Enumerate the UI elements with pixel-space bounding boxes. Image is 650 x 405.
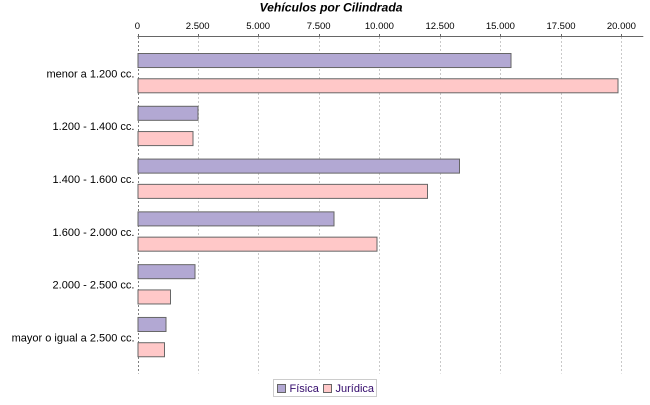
- svg-text:20.000: 20.000: [607, 21, 636, 32]
- svg-text:Jurídica: Jurídica: [336, 383, 375, 395]
- svg-text:1.200 - 1.400 cc.: 1.200 - 1.400 cc.: [53, 121, 135, 133]
- svg-text:1.400 - 1.600 cc.: 1.400 - 1.600 cc.: [53, 174, 135, 186]
- svg-text:Física: Física: [290, 383, 320, 395]
- svg-text:10.000: 10.000: [365, 21, 394, 32]
- svg-text:Vehículos por Cilindrada: Vehículos por Cilindrada: [259, 1, 402, 15]
- svg-text:7.500: 7.500: [307, 21, 331, 32]
- svg-text:17.500: 17.500: [546, 21, 575, 32]
- svg-text:mayor o igual a 2.500 cc.: mayor o igual a 2.500 cc.: [12, 332, 135, 344]
- svg-text:menor a 1.200 cc.: menor a 1.200 cc.: [46, 68, 134, 80]
- svg-text:2.500: 2.500: [186, 21, 210, 32]
- svg-text:0: 0: [135, 21, 140, 32]
- svg-text:1.600 - 2.000 cc.: 1.600 - 2.000 cc.: [53, 227, 135, 239]
- svg-text:2.000 - 2.500 cc.: 2.000 - 2.500 cc.: [53, 280, 135, 292]
- svg-text:12.500: 12.500: [425, 21, 454, 32]
- svg-text:15.000: 15.000: [486, 21, 515, 32]
- svg-text:5.000: 5.000: [246, 21, 270, 32]
